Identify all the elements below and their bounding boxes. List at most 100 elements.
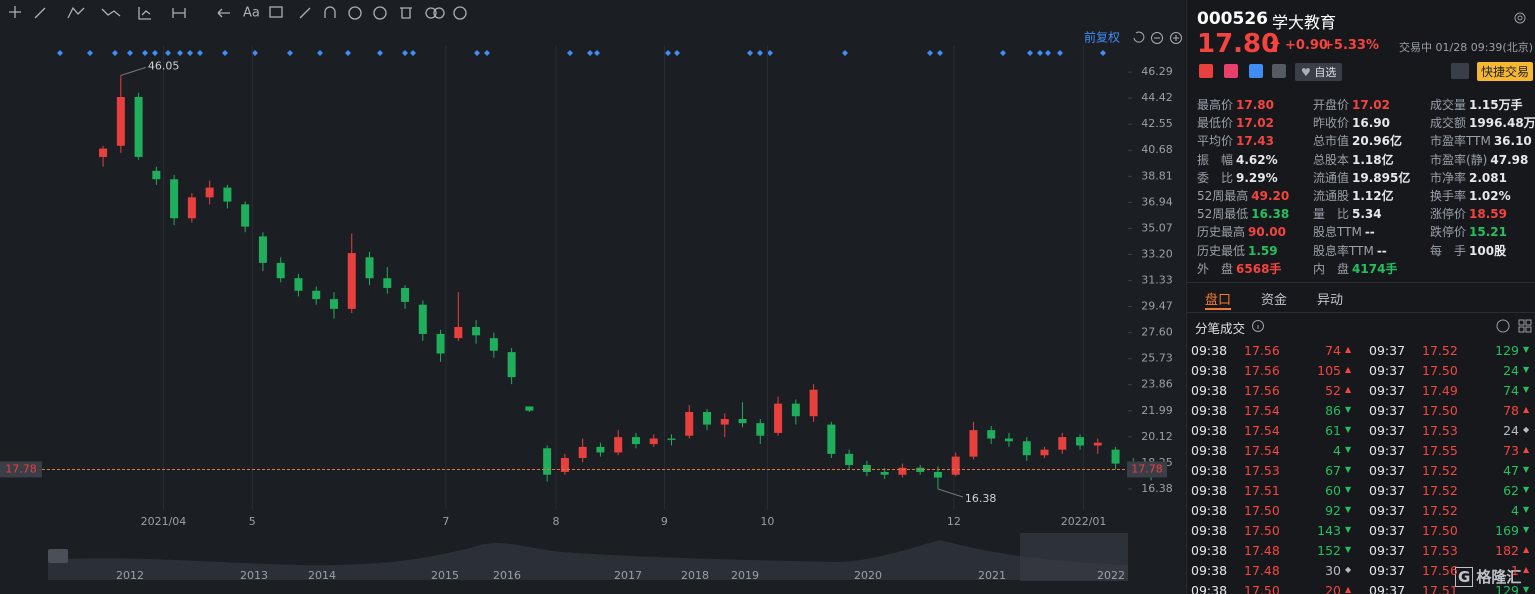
- trade-direction: ▼: [1345, 405, 1352, 414]
- trade-volume: 74: [1503, 383, 1519, 398]
- tool-icon[interactable]: [67, 6, 85, 19]
- event-marker: [402, 50, 408, 56]
- trade-time: 09:37: [1369, 423, 1406, 438]
- badge[interactable]: [1199, 64, 1213, 78]
- watchlist-button[interactable]: ♥ 自选: [1295, 63, 1343, 81]
- trade-time: 09:38: [1191, 503, 1228, 518]
- tool-icon[interactable]: [400, 7, 412, 19]
- trade-volume: 20: [1325, 583, 1341, 594]
- adjust-mode[interactable]: 前复权: [1084, 30, 1120, 45]
- trade-direction: ▲: [1523, 405, 1530, 414]
- navigator-label: 2017: [614, 569, 642, 582]
- trade-time: 09:37: [1369, 403, 1406, 418]
- stat-label: 成交量: [1430, 98, 1467, 112]
- stat-value: 4174手: [1352, 261, 1398, 276]
- tool-icon[interactable]: [433, 7, 445, 19]
- tab[interactable]: 盘口: [1205, 293, 1232, 308]
- trade-volume: 143: [1317, 523, 1341, 538]
- tool-icon[interactable]: [324, 6, 336, 18]
- price-tag: [0, 461, 42, 478]
- stat: 昨收价 16.90: [1313, 112, 1390, 131]
- x-tick-label: 2021/04: [141, 515, 187, 528]
- trade-price: 17.54: [1244, 423, 1280, 438]
- settings-icon[interactable]: [1512, 10, 1528, 26]
- candle-body: [720, 418, 729, 425]
- badge[interactable]: [1224, 64, 1238, 78]
- trade-price: 17.53: [1422, 423, 1458, 438]
- trade-direction: ▼: [1345, 485, 1352, 494]
- badge[interactable]: [1249, 64, 1263, 78]
- quick-trade-button[interactable]: 快捷交易: [1477, 62, 1534, 81]
- candle-body: [489, 338, 498, 351]
- zoom-out[interactable]: [1151, 32, 1163, 44]
- candle-body: [454, 326, 463, 339]
- alert-button[interactable]: [1451, 63, 1469, 79]
- tool-icon[interactable]: [138, 7, 151, 20]
- stat-value: --: [1364, 225, 1375, 240]
- candle-body: [347, 253, 356, 309]
- stat-value: 17.02: [1236, 116, 1274, 131]
- trade-volume: 4: [1333, 443, 1341, 458]
- navigator-label: 2022: [1097, 569, 1125, 582]
- tool-icon[interactable]: [9, 6, 21, 18]
- candle-body: [241, 204, 250, 227]
- trade-volume: 4: [1511, 503, 1519, 518]
- stat: 流通值 19.895亿: [1313, 167, 1410, 186]
- candle-body: [1111, 449, 1120, 464]
- tool-icon[interactable]: [217, 8, 230, 18]
- trade-price: 17.50: [1422, 403, 1458, 418]
- candle-body: [774, 403, 783, 433]
- tool-icon[interactable]: [453, 6, 467, 20]
- tab[interactable]: 异动: [1317, 293, 1344, 308]
- reset-icon[interactable]: [1133, 31, 1145, 43]
- stat: 总市值 20.96亿: [1313, 130, 1402, 149]
- event-marker: [1100, 50, 1106, 56]
- trade-price: 17.49: [1422, 383, 1458, 398]
- font-tool[interactable]: Aa: [243, 6, 260, 21]
- tool-icon[interactable]: [348, 6, 362, 20]
- x-tick-label: 7: [442, 515, 449, 528]
- event-marker: [1057, 50, 1063, 56]
- badge[interactable]: [1272, 64, 1286, 78]
- stat: 平均价 17.43: [1197, 130, 1274, 149]
- navigator-window[interactable]: [1020, 533, 1128, 581]
- candle-body: [187, 197, 196, 219]
- stat: 市盈率(静) 47.98: [1430, 149, 1528, 168]
- navigator-label: 2015: [431, 569, 459, 582]
- trade-price: 17.50: [1422, 363, 1458, 378]
- tool-icon[interactable]: [172, 8, 186, 18]
- candle-body: [827, 424, 836, 454]
- trade-time: 09:38: [1191, 443, 1228, 458]
- zoom-in[interactable]: [1170, 32, 1182, 44]
- tool-icon[interactable]: [101, 8, 121, 17]
- stat-value: 17.02: [1352, 98, 1390, 112]
- trade-time: 09:37: [1369, 563, 1406, 578]
- trade-price: 17.53: [1244, 463, 1280, 478]
- last-price: 17.80: [1197, 29, 1280, 59]
- trade-price: 17.50: [1244, 583, 1280, 594]
- info-icon[interactable]: [1251, 319, 1265, 333]
- trade-volume: 129: [1495, 583, 1519, 594]
- navigator-label: 2018: [681, 569, 709, 582]
- stat: 最低价 17.02: [1197, 112, 1274, 131]
- tool-icon[interactable]: [34, 7, 46, 19]
- navigator-handle[interactable]: [48, 549, 68, 563]
- tool-icon[interactable]: [299, 7, 311, 19]
- candle-body: [418, 304, 427, 334]
- stat: 委 比 9.29%: [1197, 167, 1278, 186]
- tool-icon[interactable]: [373, 6, 387, 20]
- trade-tools[interactable]: [1495, 319, 1535, 333]
- chart-bg: [0, 0, 1185, 594]
- stat-value: 1.02%: [1469, 189, 1511, 203]
- trade-volume: 152: [1317, 543, 1341, 558]
- stat-value: 36.10: [1493, 134, 1532, 149]
- candle-body: [205, 187, 214, 198]
- candle-body: [365, 257, 374, 279]
- watermark: G 格隆汇: [1455, 566, 1521, 587]
- trade-direction: ▲: [1345, 365, 1352, 374]
- tab[interactable]: 资金: [1261, 293, 1288, 308]
- tool-icon[interactable]: [425, 7, 437, 19]
- trade-volume: 78: [1503, 403, 1519, 418]
- tool-icon[interactable]: [269, 6, 283, 18]
